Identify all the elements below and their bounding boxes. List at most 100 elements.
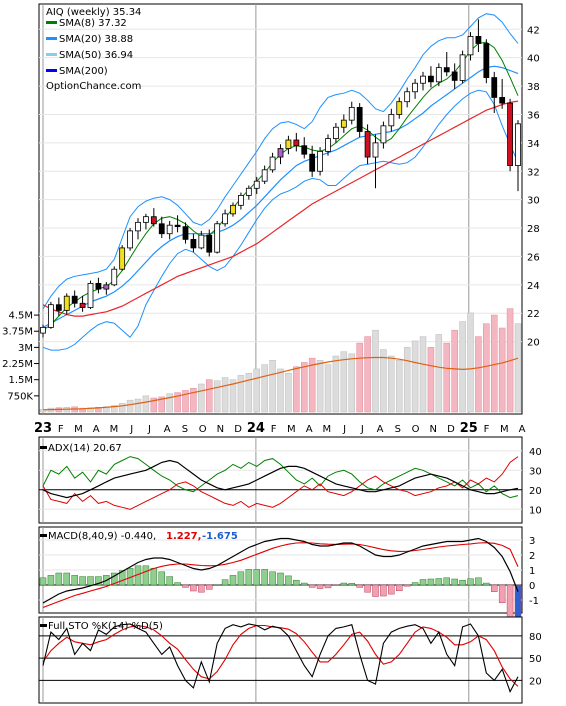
- candle-body: [143, 216, 149, 223]
- sma20-line: [42, 65, 519, 328]
- macd-histogram-bar: [459, 579, 466, 586]
- candle-body: [135, 221, 141, 232]
- macd-histogram-bar: [475, 577, 482, 586]
- macd-histogram-bar: [308, 584, 316, 588]
- adx-line: [42, 459, 519, 499]
- macd-histogram-bar: [213, 584, 221, 586]
- adx-tick-label: 40: [529, 447, 542, 458]
- macd-histogram-bar: [506, 584, 514, 621]
- macd-histogram-bar: [55, 572, 63, 586]
- month-label-19: A: [377, 424, 384, 435]
- price-y-ticks: 42 40 38 36 34 32 30 28 26 24 22 20: [527, 25, 540, 348]
- volume-bar: [213, 380, 221, 413]
- macd-line: [42, 537, 519, 604]
- volume-bars: [39, 308, 522, 413]
- volume-bar: [221, 377, 229, 413]
- volume-bar: [293, 366, 300, 413]
- candle-body: [348, 106, 355, 121]
- candle-body: [277, 148, 284, 158]
- price-tick-label: 28: [527, 224, 540, 235]
- macd-histogram-bar: [451, 578, 458, 586]
- macd-histogram-bar: [356, 584, 363, 588]
- volume-bar: [182, 390, 189, 413]
- candle-body: [412, 82, 418, 93]
- month-label-16: M: [323, 424, 332, 435]
- volume-bar: [332, 355, 340, 413]
- candle-body: [111, 268, 118, 286]
- volume-average-line: [42, 356, 519, 411]
- macd-panel: 3 2 1 0 -1 MACD(8,40,9) -0.440, 1.227, -1.67…: [38, 526, 539, 626]
- volume-tick-label: 2.25M: [2, 359, 33, 370]
- candle-body: [190, 238, 197, 249]
- candle-body: [380, 125, 387, 144]
- macd-histogram-bar: [111, 572, 118, 586]
- volume-bar: [142, 395, 150, 413]
- volume-bar: [237, 375, 245, 413]
- macd-histogram-bar: [63, 572, 70, 586]
- volume-bar: [467, 312, 474, 413]
- macd-histogram-bar: [198, 584, 205, 593]
- month-label-5: J: [129, 424, 133, 435]
- volume-bar: [206, 379, 213, 413]
- volume-y-ticks: 4.5M 3.75M 3M 2.25M 1.5M 750K: [2, 311, 39, 402]
- macd-histogram-bar: [340, 582, 348, 586]
- candle-body: [71, 295, 78, 304]
- macd-histogram-bar: [182, 584, 189, 588]
- volume-bar: [134, 398, 142, 413]
- macd-grid: [39, 527, 522, 613]
- volume-tick-label: 3M: [18, 343, 33, 354]
- macd-histogram-bar: [158, 571, 165, 586]
- legend-label-sma8: SMA(8) 37.32: [59, 18, 127, 29]
- macd-histogram-bar: [277, 572, 284, 586]
- macd-histogram-bar: [206, 584, 213, 590]
- volume-bar: [475, 336, 482, 413]
- macd-histogram-bar: [324, 584, 332, 589]
- adx-panel: 40 30 20 10 ADX(14) 20.67: [38, 436, 542, 524]
- legend-label-sma20: SMA(20) 38.88: [59, 34, 133, 45]
- macd-histogram-bar: [166, 576, 173, 586]
- price-panel: 42 40 38 36 34 32 30 28 26 24 22 20 4.5M 3.75M 3M 2.25…: [2, 3, 540, 415]
- month-label-20: S: [395, 424, 401, 435]
- stochastic-tick-label: 50: [529, 654, 542, 665]
- volume-bar: [324, 364, 332, 413]
- candle-body: [230, 204, 236, 215]
- candle-body: [95, 283, 102, 290]
- candle-body: [103, 284, 110, 290]
- macd-histogram-bar: [293, 579, 300, 586]
- macd-histogram: [39, 565, 522, 626]
- candle-body: [372, 142, 379, 158]
- candle-body: [48, 304, 54, 328]
- macd-histogram-bar: [411, 582, 419, 586]
- stochastic-lines: [42, 623, 519, 693]
- candle-body: [119, 247, 126, 270]
- price-candles: [40, 19, 521, 338]
- adx-panel-frame: [38, 436, 523, 524]
- volume-tick-label: 1.5M: [8, 375, 33, 386]
- volume-bar: [451, 329, 458, 413]
- volume-bar: [277, 368, 284, 413]
- stochastic-grid: [39, 617, 522, 703]
- legend-swatch-sma200: [46, 69, 57, 72]
- candle-body: [182, 226, 189, 240]
- macd-y-ticks: 3 2 1 0 -1: [529, 536, 539, 607]
- macd-histogram-bar: [491, 584, 498, 592]
- macd-tick-label: 3: [529, 536, 535, 547]
- macd-histogram-bar: [285, 575, 292, 586]
- bollinger-lower-line: [42, 89, 519, 351]
- price-legend: AIQ (weekly) 35.34 SMA(8) 37.32 SMA(20) …: [46, 7, 141, 92]
- macd-lines: [42, 537, 519, 609]
- candle-body: [475, 35, 482, 44]
- candle-body: [317, 150, 323, 172]
- macd-histogram-bar: [332, 584, 340, 586]
- volume-bar: [158, 396, 165, 413]
- candle-body: [388, 114, 395, 127]
- macd-legend-swatch: [40, 534, 47, 537]
- candle-body: [309, 153, 316, 172]
- stochastic-y-ticks: 80 50 20: [529, 632, 542, 688]
- macd-histogram-bar: [39, 577, 47, 586]
- legend-swatch-sma8: [46, 21, 57, 24]
- candle-body: [483, 43, 490, 78]
- volume-bar: [419, 336, 427, 413]
- month-label-14: M: [287, 424, 296, 435]
- macd-histogram-bar: [142, 565, 150, 586]
